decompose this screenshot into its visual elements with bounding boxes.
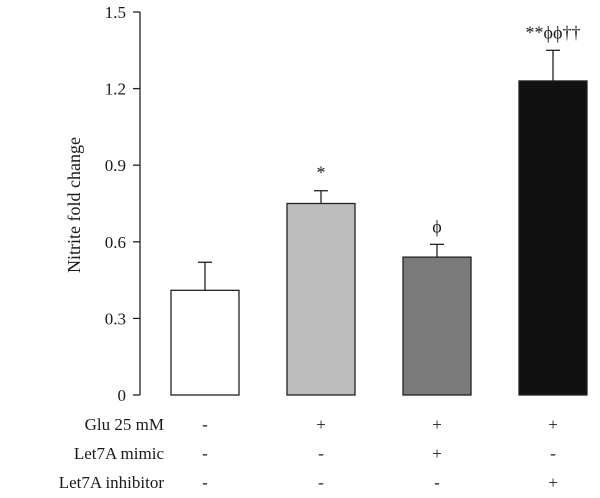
condition-mark: -: [202, 473, 208, 492]
condition-label: Let7A inhibitor: [59, 473, 165, 492]
condition-mark: -: [434, 473, 440, 492]
y-tick-label: 1.2: [105, 80, 126, 99]
condition-mark: +: [432, 415, 442, 434]
bar: [518, 80, 588, 396]
condition-label: Let7A mimic: [74, 444, 165, 463]
bar: [402, 256, 472, 396]
condition-mark: +: [548, 473, 558, 492]
bar-annotations: * ϕ **ϕϕ††: [317, 22, 581, 236]
y-axis-label: Nitrite fold change: [64, 137, 84, 273]
y-ticks: 0 0.3 0.6 0.9 1.2 1.5: [105, 3, 140, 405]
bar: [170, 289, 240, 396]
condition-mark: -: [318, 473, 324, 492]
condition-mark: +: [548, 415, 558, 434]
y-tick-label: 0: [118, 386, 127, 405]
condition-label: Glu 25 mM: [85, 415, 164, 434]
condition-mark: -: [202, 444, 208, 463]
y-tick-label: 0.3: [105, 309, 126, 328]
significance-marker: *: [317, 163, 326, 183]
condition-table: Glu 25 mM - + + + Let7A mimic - - + - Let7A inhibi…: [59, 415, 558, 492]
bars: [170, 49, 588, 396]
condition-mark: -: [202, 415, 208, 434]
condition-mark: -: [318, 444, 324, 463]
y-tick-label: 0.9: [105, 156, 126, 175]
axis-layer: Nitrite fold change: [64, 12, 141, 395]
condition-mark: -: [550, 444, 556, 463]
y-tick-label: 0.6: [105, 233, 126, 252]
bar: [286, 202, 356, 396]
condition-mark: +: [316, 415, 326, 434]
significance-marker: ϕ: [432, 216, 441, 236]
condition-mark: +: [432, 444, 442, 463]
y-tick-label: 1.5: [105, 3, 126, 22]
significance-marker: **ϕϕ††: [526, 22, 581, 42]
